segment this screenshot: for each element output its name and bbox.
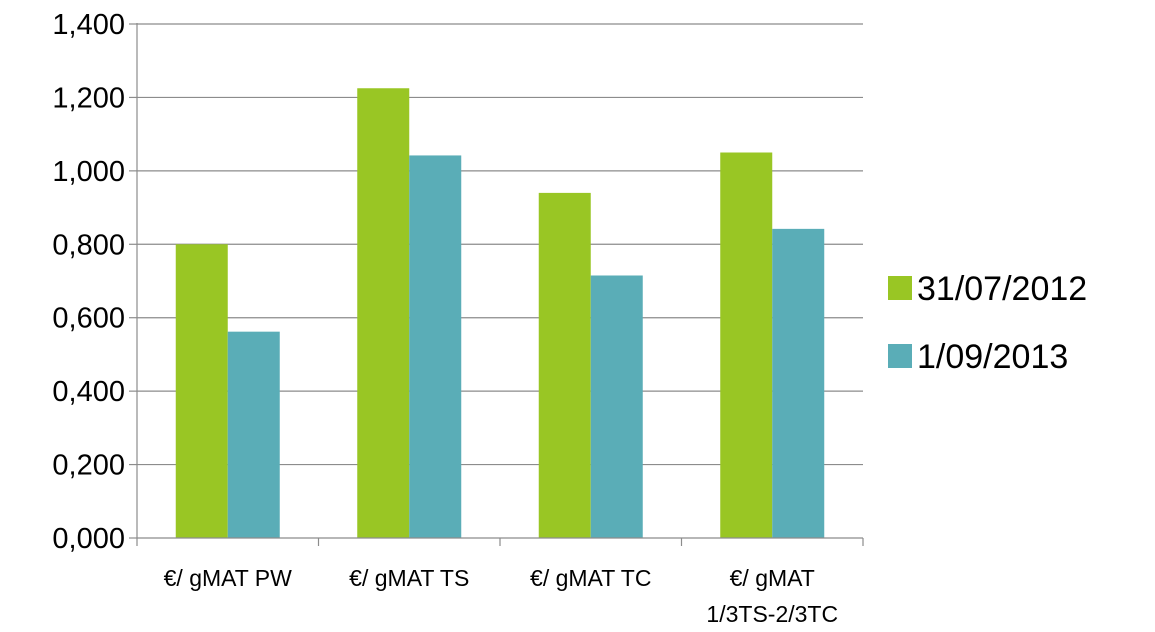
bar xyxy=(357,88,410,538)
y-tick-label: 1,200 xyxy=(52,82,125,114)
x-tick-label: €/ gMAT TS xyxy=(349,565,469,591)
y-tick-labels: 0,000 0,200 0,400 0,600 0,800 1,000 1,200 1,400 xyxy=(52,9,125,555)
bar xyxy=(409,155,462,539)
legend-label: 1/09/2013 xyxy=(917,338,1068,376)
bar xyxy=(227,331,280,538)
y-tick-label: 0,800 xyxy=(52,229,125,261)
axes xyxy=(129,23,864,546)
y-tick-label: 0,400 xyxy=(52,376,125,408)
x-tick-label: €/ gMAT 1/3TS-2/3TC xyxy=(706,565,838,627)
bar xyxy=(772,228,825,538)
x-tick-labels: €/ gMAT PW €/ gMAT TS €/ gMAT TC €/ gMAT 1/3… xyxy=(164,565,838,627)
legend-swatch xyxy=(888,276,912,300)
legend-label: 31/07/2012 xyxy=(917,270,1087,308)
y-tick-label: 0,000 xyxy=(52,523,125,555)
bar xyxy=(590,275,643,538)
bar xyxy=(538,192,591,538)
x-tick-label: €/ gMAT TC xyxy=(530,565,651,591)
bars xyxy=(175,88,825,539)
legend: 31/07/2012 1/09/2013 xyxy=(888,270,1087,376)
y-tick-label: 1,000 xyxy=(52,156,125,188)
bar xyxy=(720,152,773,538)
y-tick-label: 0,200 xyxy=(52,450,125,482)
x-tick-label: €/ gMAT PW xyxy=(164,565,293,591)
y-tick-label: 1,400 xyxy=(52,9,125,41)
legend-swatch xyxy=(888,344,912,368)
bar xyxy=(175,244,228,539)
y-tick-label: 0,600 xyxy=(52,303,125,335)
